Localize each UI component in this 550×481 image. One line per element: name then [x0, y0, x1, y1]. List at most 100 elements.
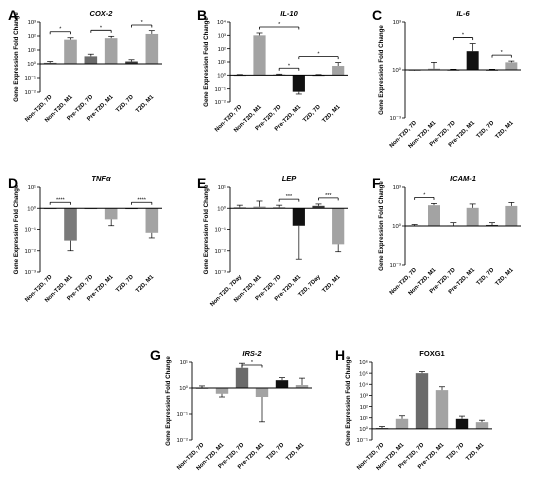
x-tick-label: T2D, 7D	[266, 442, 286, 462]
y-tick-label: 10⁰	[392, 67, 401, 74]
y-tick-label: 10⁰	[217, 73, 226, 80]
x-tick-label: T2D, 7D	[302, 104, 322, 124]
bar	[455, 418, 469, 429]
x-tick-label: T2D, 7Day	[298, 274, 323, 299]
y-tick-label: 10²	[28, 34, 36, 40]
panel-title: TNFα	[91, 174, 111, 183]
y-axis-label: Gene Expression Fold Change	[203, 17, 210, 107]
x-tick-label: Non-T2D, 7Day	[209, 274, 243, 308]
x-tick-label: T2D, 7D	[476, 120, 496, 140]
bar	[332, 208, 345, 245]
bar	[64, 208, 77, 241]
bar	[253, 35, 266, 76]
y-tick-label: 10⁰	[392, 223, 401, 230]
y-axis-label: Gene Expression Fold Change	[378, 25, 385, 115]
bar	[84, 56, 98, 64]
panel-b: B IL-10 Gene Expression Fold Change 10⁻² 10⁻…	[197, 7, 348, 134]
y-tick-label: 10²	[360, 405, 368, 411]
y-tick-label: 10⁰	[217, 205, 226, 212]
y-tick-label: 10¹	[180, 360, 188, 366]
y-tick-label: 10⁰	[27, 205, 36, 212]
y-tick-label: 10⁴	[217, 19, 226, 26]
panel-letter: D	[8, 175, 18, 191]
y-tick-label: 10⁻²	[177, 438, 189, 444]
y-tick-label: 10¹	[360, 416, 368, 422]
bar	[466, 51, 479, 70]
significance-label: *	[278, 22, 281, 28]
bar	[505, 205, 518, 226]
significance-label: *	[251, 360, 254, 366]
x-tick-label: T2D, M1	[135, 274, 156, 295]
significance-label: *	[59, 27, 62, 33]
y-tick-label: 10⁻³	[215, 270, 227, 276]
y-tick-label: 10⁰	[179, 385, 188, 392]
panel-f: F ICAM-1 Gene Expression Fold Change 10⁻³ 10…	[372, 174, 521, 297]
x-tick-label: T2D, M1	[321, 104, 342, 125]
y-tick-label: 10⁻¹	[215, 228, 227, 234]
y-tick-label: 10⁰	[27, 61, 36, 68]
x-tick-label: T2D, M1	[465, 442, 486, 463]
significance-label: *	[141, 20, 144, 26]
x-tick-label: T2D, M1	[135, 94, 156, 115]
significance-label: *	[462, 33, 465, 39]
bar	[64, 39, 77, 64]
panel-c: C IL-6 Gene Expression Fold Change 10⁻³ 10⁰ 1…	[372, 7, 521, 150]
panel-e: E LEP Gene Expression Fold Change 10⁻³ 10⁻² 1…	[197, 174, 348, 308]
panel-letter: C	[372, 7, 382, 23]
bar	[312, 205, 325, 209]
x-tick-label: T2D, M1	[285, 442, 306, 463]
panel-letter: H	[335, 347, 345, 363]
panel-letter: A	[8, 7, 18, 23]
x-tick-label: T2D, M1	[321, 274, 342, 295]
bar	[215, 388, 229, 394]
y-tick-label: 10¹	[28, 48, 36, 54]
panel-d: D TNFα Gene Expression Fold Change 10⁻³ 10⁻²…	[8, 174, 162, 304]
x-tick-label: T2D, M1	[495, 120, 516, 141]
x-tick-label: T2D, 7D	[115, 94, 135, 114]
bar	[125, 61, 138, 64]
panel-a: A COX-2 Gene Expression Fold Change 10⁻² 10⁻…	[8, 7, 162, 124]
significance-label: ****	[137, 197, 146, 203]
y-tick-label: 10⁻¹	[357, 438, 369, 444]
y-tick-label: 10³	[360, 394, 368, 400]
bar	[486, 224, 498, 226]
bar	[145, 33, 159, 64]
significance-label: *	[317, 52, 320, 58]
bar	[505, 62, 518, 70]
y-tick-label: 10³	[393, 185, 401, 191]
bar	[235, 367, 249, 388]
bar	[435, 390, 449, 429]
y-axis-label: Gene Expression Fold Change	[345, 356, 352, 446]
panel-title: FOXG1	[419, 349, 444, 358]
y-tick-label: 10⁻²	[25, 249, 37, 255]
y-tick-label: 10⁻³	[390, 116, 402, 122]
bar	[395, 418, 409, 429]
y-tick-label: 10⁻²	[215, 100, 227, 106]
significance-label: ***	[286, 194, 293, 200]
significance-label: ***	[325, 193, 332, 199]
y-tick-label: 10⁻¹	[177, 412, 189, 418]
y-tick-label: 10³	[28, 20, 36, 26]
y-tick-label: 10⁻¹	[215, 87, 227, 93]
bar	[292, 208, 305, 226]
y-tick-label: 10⁻¹	[25, 76, 37, 82]
bar	[332, 66, 345, 76]
panel-title: ICAM-1	[450, 174, 476, 183]
bar	[466, 207, 479, 226]
significance-label: *	[288, 63, 291, 69]
panel-letter: B	[197, 7, 207, 23]
y-tick-label: 10⁰	[359, 426, 368, 433]
panel-title: IRS-2	[242, 349, 262, 358]
x-tick-label: T2D, M1	[495, 267, 516, 288]
bar	[295, 385, 309, 388]
bar	[475, 422, 489, 429]
bar	[415, 373, 429, 429]
significance-label: *	[423, 192, 426, 198]
y-axis-label: Gene Expression Fold Change	[13, 184, 20, 274]
bar	[292, 75, 305, 92]
y-tick-label: 10⁻²	[215, 249, 227, 255]
y-axis-label: Gene Expression Fold Change	[378, 181, 385, 271]
y-tick-label: 10¹	[218, 185, 226, 191]
bar	[275, 380, 289, 388]
